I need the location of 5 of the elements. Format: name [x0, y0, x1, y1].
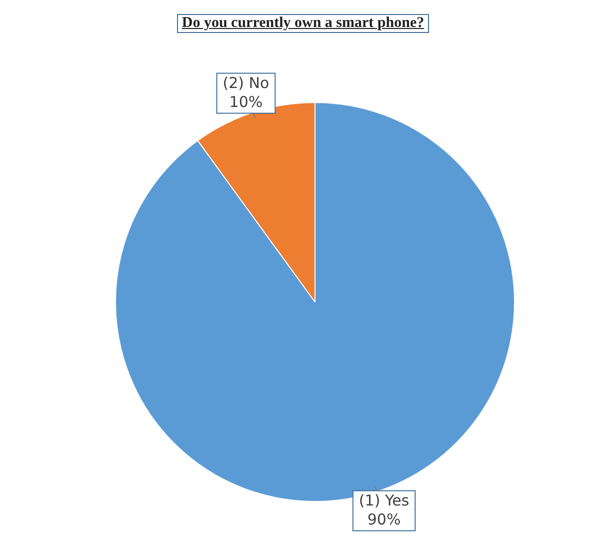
- slice-label: (2) No: [222, 74, 270, 92]
- data-label: 10%: [229, 93, 263, 112]
- data-label: 90%: [367, 510, 401, 529]
- chart-title: Do you currently own a smart phone?: [176, 14, 430, 33]
- slice-label: (1) Yes: [358, 492, 410, 510]
